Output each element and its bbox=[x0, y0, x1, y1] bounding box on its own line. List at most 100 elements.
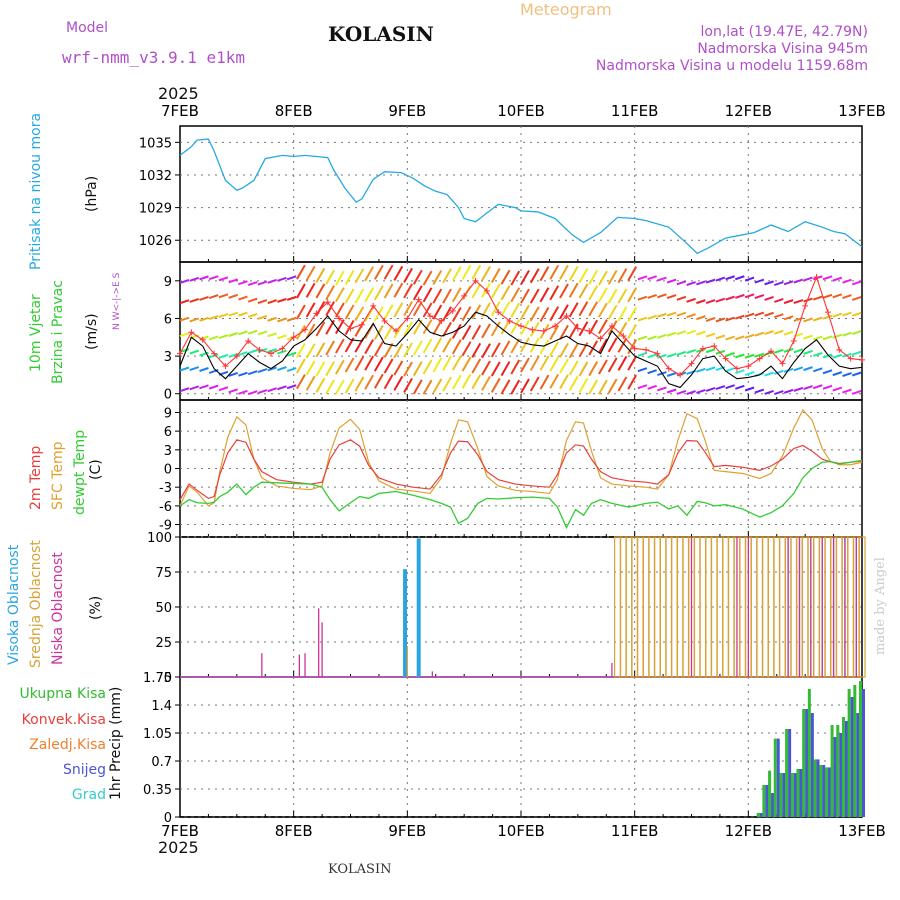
gust-marker bbox=[722, 355, 729, 362]
wind-barb bbox=[832, 353, 843, 359]
wind-barb bbox=[783, 388, 794, 394]
y-tick-label: 0.7 bbox=[151, 755, 172, 770]
wind-barb bbox=[199, 384, 209, 390]
wind-barb bbox=[696, 330, 706, 336]
wind-barb bbox=[559, 283, 569, 299]
wind-barb bbox=[568, 343, 579, 359]
gust-marker bbox=[415, 296, 422, 303]
gust-marker bbox=[461, 292, 468, 299]
wind-barb bbox=[803, 317, 813, 323]
wind-barb bbox=[383, 264, 394, 280]
wind-barb bbox=[657, 293, 667, 299]
wind-barb bbox=[179, 299, 190, 305]
wind-barb bbox=[676, 295, 687, 301]
wind-barb bbox=[549, 306, 560, 322]
wind-speed-line bbox=[179, 311, 863, 389]
panel-frame bbox=[179, 125, 863, 263]
wind-barb bbox=[773, 348, 784, 354]
wind-barb bbox=[461, 373, 472, 389]
wind-barb bbox=[715, 317, 726, 323]
wind-barb bbox=[764, 295, 774, 301]
wind-barb bbox=[344, 288, 355, 304]
wind-barb bbox=[451, 339, 462, 355]
wind-barb bbox=[228, 278, 239, 284]
gust-marker bbox=[438, 317, 445, 324]
wind-barb bbox=[481, 375, 491, 391]
wind-barb bbox=[296, 374, 306, 390]
wind-barb bbox=[238, 389, 248, 395]
wind-barb bbox=[803, 334, 813, 340]
wind-barb bbox=[238, 371, 248, 377]
gust-marker bbox=[756, 355, 763, 362]
wind-barb bbox=[305, 265, 316, 281]
precip-total-bar bbox=[847, 689, 851, 817]
wind-barb bbox=[490, 342, 501, 358]
wind-barb bbox=[851, 330, 862, 336]
gust-marker bbox=[381, 317, 388, 324]
wind-barb bbox=[286, 316, 297, 322]
gust-marker bbox=[483, 287, 490, 294]
precip-total-bar bbox=[813, 759, 817, 817]
wind-barb bbox=[793, 278, 804, 284]
wind-barb bbox=[803, 297, 813, 303]
legend-snow: Snijeg bbox=[62, 762, 106, 778]
wind-barb bbox=[676, 330, 687, 336]
altitude-text: Nadmorska Visina 945m bbox=[697, 41, 868, 57]
wind-barb bbox=[666, 352, 677, 358]
wind-barb bbox=[783, 330, 794, 336]
wind-barb bbox=[179, 278, 190, 284]
precip-snow-bar bbox=[788, 729, 792, 817]
wind-barb bbox=[588, 379, 599, 395]
wind-barb bbox=[373, 356, 384, 372]
gust-marker bbox=[563, 312, 570, 319]
wind-barb bbox=[851, 390, 862, 395]
wind-barb bbox=[773, 369, 784, 375]
wind-barb bbox=[432, 320, 443, 336]
wind-barb bbox=[257, 330, 268, 336]
wind-barb bbox=[617, 306, 628, 322]
bottom-date-label: 13FEB bbox=[838, 822, 885, 840]
wind-barb bbox=[189, 317, 200, 323]
wind-barb bbox=[539, 287, 550, 303]
wind-barb bbox=[325, 269, 336, 285]
wind-barb bbox=[305, 375, 316, 391]
wind-barb bbox=[822, 275, 833, 281]
gust-marker bbox=[620, 333, 627, 340]
wind-barb bbox=[383, 358, 394, 374]
wind-barb bbox=[568, 323, 579, 339]
gust-marker bbox=[188, 329, 195, 336]
wind-barb bbox=[647, 275, 657, 281]
wind-barb bbox=[442, 355, 452, 371]
wind-barb bbox=[842, 278, 852, 284]
wind-barb bbox=[189, 297, 200, 303]
wind-barb bbox=[529, 355, 540, 371]
wind-barb bbox=[842, 372, 852, 377]
wind-barb bbox=[559, 324, 569, 340]
wind-barb bbox=[461, 306, 472, 322]
precip-snow-bar bbox=[822, 765, 826, 817]
gust-marker bbox=[733, 365, 740, 372]
wind-barb bbox=[257, 368, 268, 374]
wind-barb bbox=[647, 384, 657, 390]
precip-total-bar bbox=[779, 773, 783, 817]
wind-barb bbox=[344, 378, 355, 394]
wind-barb bbox=[354, 288, 365, 304]
wind-barb bbox=[754, 294, 765, 300]
wind-barb bbox=[588, 340, 599, 356]
wind-barb bbox=[403, 267, 413, 283]
wind-barb bbox=[305, 323, 316, 339]
wind-barb bbox=[539, 355, 550, 371]
wind-barb bbox=[267, 366, 278, 372]
wind-barb bbox=[286, 351, 297, 357]
wind-barb bbox=[490, 321, 501, 337]
y-tick-label: 3 bbox=[164, 350, 172, 365]
wind-barb bbox=[373, 341, 384, 357]
wind-barb bbox=[238, 351, 248, 357]
wind-barb bbox=[393, 282, 404, 298]
wind-barb bbox=[422, 319, 433, 335]
wind-barb bbox=[257, 389, 268, 395]
wind-barb bbox=[803, 276, 813, 282]
legend-hail: Grad bbox=[71, 787, 106, 803]
y-tick-label: 0 bbox=[164, 811, 172, 826]
wind-barb bbox=[812, 351, 823, 357]
